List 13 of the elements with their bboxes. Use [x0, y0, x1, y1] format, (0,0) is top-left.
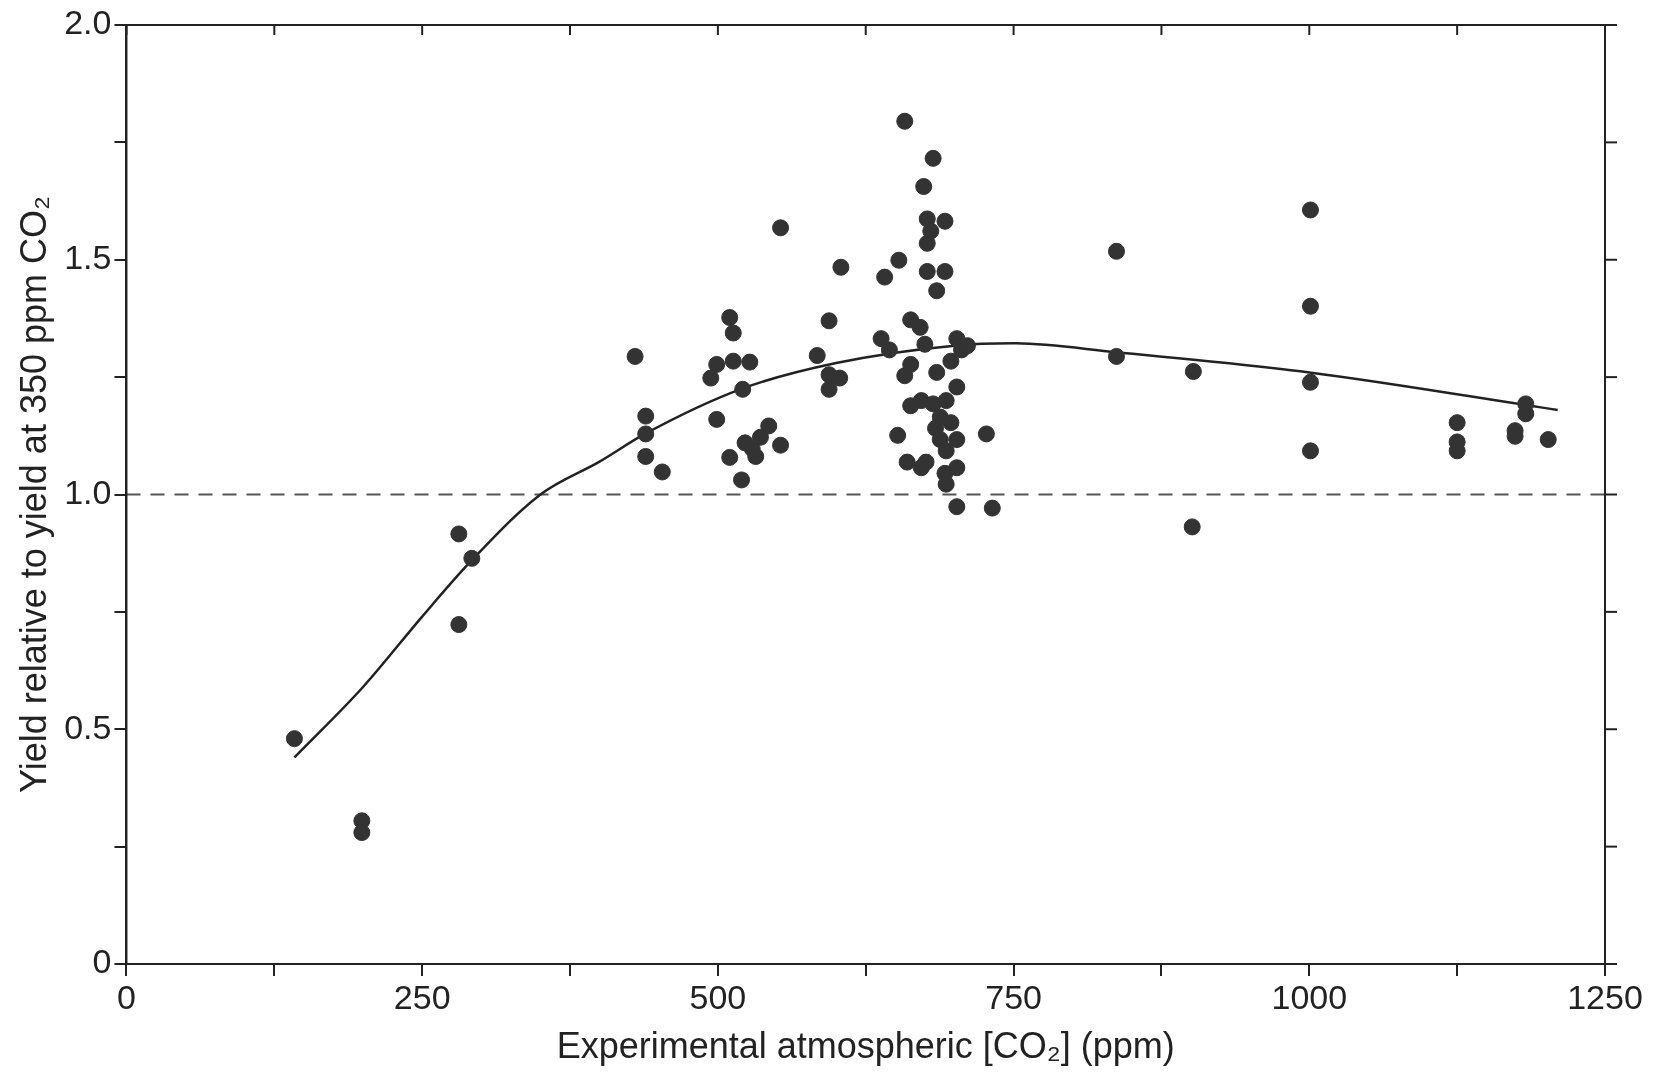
x-tick-label: 0: [117, 977, 136, 1016]
x-tick-label: 1000: [1271, 977, 1348, 1016]
x-tick-label: 750: [985, 977, 1042, 1016]
y-tick-label: 0: [92, 942, 112, 981]
y-tick-label: 1.0: [64, 472, 112, 511]
y-tick-label: 1.5: [64, 238, 112, 277]
y-tick-label: 0.5: [64, 707, 112, 746]
y-tick-label: 2.0: [64, 3, 112, 42]
x-axis-title: Experimental atmospheric [CO₂] (ppm): [556, 1025, 1175, 1067]
x-tick-label: 500: [689, 977, 747, 1016]
x-tick-label: 1250: [1567, 977, 1643, 1016]
x-tick-label: 250: [393, 977, 451, 1016]
y-axis-title: Yield relative to yield at 350 ppm CO₂: [12, 196, 54, 793]
